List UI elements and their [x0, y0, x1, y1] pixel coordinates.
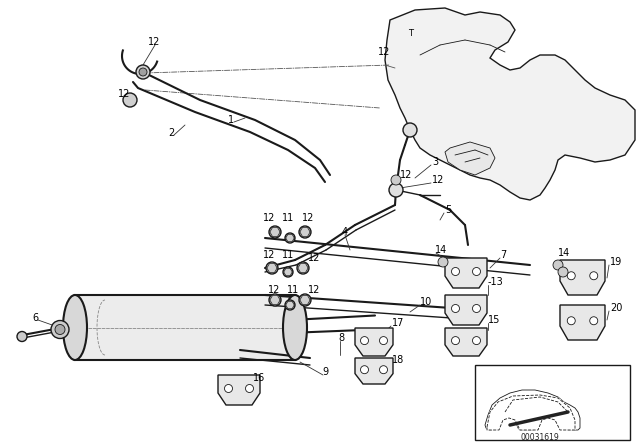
Text: 12: 12: [400, 170, 412, 180]
Text: 19: 19: [610, 257, 622, 267]
Circle shape: [451, 336, 460, 345]
Circle shape: [299, 226, 311, 238]
Polygon shape: [445, 328, 487, 356]
Circle shape: [269, 294, 281, 306]
Bar: [75, 295, 295, 360]
Text: 4: 4: [342, 227, 348, 237]
Circle shape: [472, 305, 481, 313]
Text: 11: 11: [287, 285, 300, 295]
Polygon shape: [218, 375, 260, 405]
Polygon shape: [560, 305, 605, 340]
Text: 12: 12: [268, 285, 280, 295]
Polygon shape: [445, 258, 487, 288]
Polygon shape: [355, 328, 393, 356]
Circle shape: [283, 267, 293, 277]
Bar: [475, 365, 630, 440]
Circle shape: [589, 317, 598, 325]
Text: 12: 12: [263, 250, 275, 260]
Circle shape: [472, 336, 481, 345]
Circle shape: [438, 257, 448, 267]
Ellipse shape: [63, 295, 87, 360]
Circle shape: [380, 366, 387, 374]
Polygon shape: [445, 142, 495, 175]
Text: 6: 6: [32, 313, 38, 323]
Circle shape: [17, 332, 27, 341]
Circle shape: [136, 65, 150, 79]
Polygon shape: [385, 8, 635, 200]
Text: 8: 8: [338, 333, 344, 343]
Circle shape: [266, 262, 278, 274]
Circle shape: [567, 272, 575, 280]
Circle shape: [55, 324, 65, 335]
Text: 10: 10: [420, 297, 432, 307]
Circle shape: [451, 267, 460, 276]
Text: 17: 17: [392, 318, 404, 328]
Circle shape: [225, 384, 232, 392]
Text: 12: 12: [263, 213, 275, 223]
Circle shape: [451, 305, 460, 313]
Text: 00031619: 00031619: [520, 432, 559, 441]
Text: 12: 12: [148, 37, 161, 47]
Text: 12: 12: [308, 285, 321, 295]
Text: 2: 2: [168, 128, 174, 138]
Text: T: T: [408, 29, 413, 38]
Text: -13: -13: [488, 277, 504, 287]
Text: 3: 3: [432, 157, 438, 167]
Text: 11: 11: [282, 213, 294, 223]
Polygon shape: [487, 395, 575, 430]
Polygon shape: [560, 260, 605, 295]
Circle shape: [269, 226, 281, 238]
Text: 14: 14: [558, 248, 570, 258]
Polygon shape: [355, 358, 393, 384]
Circle shape: [285, 233, 295, 243]
Circle shape: [558, 267, 568, 277]
Circle shape: [472, 267, 481, 276]
Polygon shape: [485, 390, 580, 430]
Text: 12: 12: [432, 175, 444, 185]
Circle shape: [139, 68, 147, 76]
Circle shape: [246, 384, 253, 392]
Circle shape: [297, 262, 309, 274]
Text: 20: 20: [610, 303, 622, 313]
Text: 12: 12: [308, 253, 321, 263]
Text: 1: 1: [228, 115, 234, 125]
Text: 16: 16: [253, 373, 265, 383]
Circle shape: [51, 320, 69, 339]
Circle shape: [567, 317, 575, 325]
Text: 11: 11: [282, 250, 294, 260]
Circle shape: [360, 366, 369, 374]
Circle shape: [360, 336, 369, 345]
Text: 5: 5: [445, 205, 451, 215]
Circle shape: [285, 300, 295, 310]
Circle shape: [299, 294, 311, 306]
Ellipse shape: [283, 295, 307, 360]
Text: 18: 18: [392, 355, 404, 365]
Circle shape: [123, 93, 137, 107]
Text: 15: 15: [488, 315, 500, 325]
Circle shape: [389, 183, 403, 197]
Text: 14: 14: [435, 245, 447, 255]
Circle shape: [380, 336, 387, 345]
Text: 9: 9: [322, 367, 328, 377]
Text: 7: 7: [500, 250, 506, 260]
Circle shape: [553, 260, 563, 270]
Circle shape: [403, 123, 417, 137]
Text: 12: 12: [302, 213, 314, 223]
Circle shape: [391, 175, 401, 185]
Text: 12: 12: [378, 47, 390, 57]
Circle shape: [589, 272, 598, 280]
Text: 12: 12: [118, 89, 131, 99]
Polygon shape: [445, 295, 487, 325]
